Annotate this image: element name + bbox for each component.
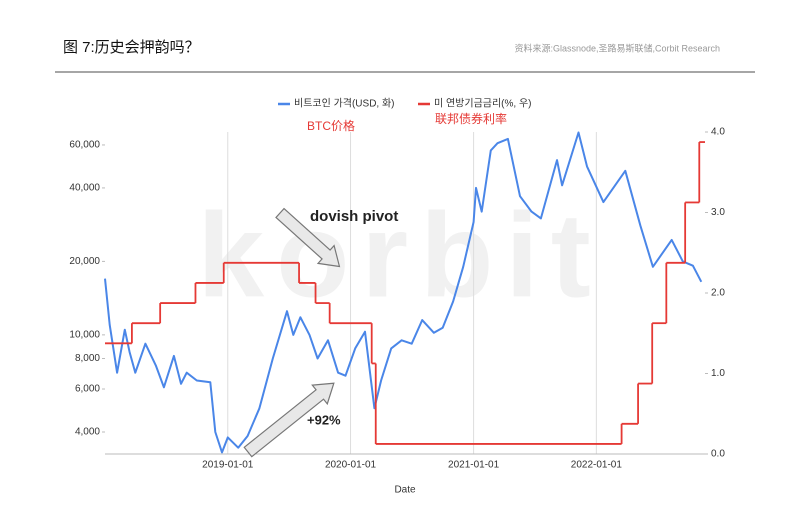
arrow [275,207,341,268]
annotation: 联邦债券利率 [435,111,507,126]
source-note: 资料来源:Glassnode,圣路易斯联储,Corbit Research [514,42,720,53]
x-axis-label: Date [394,485,416,496]
legend-label: 미 연방기금금리(%, 우) [434,98,532,110]
y2-tick-label: 4.0 [711,127,725,138]
y2-tick-label: 3.0 [711,207,725,218]
y-tick-label: 10,000 [69,330,100,341]
y-tick-label: 6,000 [75,384,100,395]
plot-layer: 2019-01-01 2020-01-01 2021-01-01 2022-01-01… [69,97,725,496]
y2-tick-label: 0.0 [711,449,725,460]
y-tick-label: 20,000 [69,256,100,267]
legend-label: 비트코인 가격(USD, 화) [294,97,395,110]
y2-tick-label: 2.0 [711,288,725,299]
y2-tick-label: 1.0 [711,368,725,379]
watermark: korbit [197,189,602,323]
x-tick-label: 2019-01-01 [202,460,254,471]
page-title: 图 7:历史会押韵吗？ [63,39,200,56]
annotation: BTC价格 [307,118,355,133]
x-tick-label: 2021-01-01 [448,460,500,471]
x-tick-label: 2022-01-01 [571,460,623,471]
y-tick-label: 4,000 [75,427,100,438]
y-tick-label: 8,000 [75,353,100,364]
series-line [104,131,703,454]
background-layer: korbit [102,131,708,455]
x-tick-label: 2020-01-01 [325,460,377,471]
arrow [243,382,335,458]
y-tick-label: 60,000 [69,140,100,151]
annotation: +92% [307,412,341,427]
annotation: dovish pivot [310,208,398,225]
y-tick-label: 40,000 [69,183,100,194]
